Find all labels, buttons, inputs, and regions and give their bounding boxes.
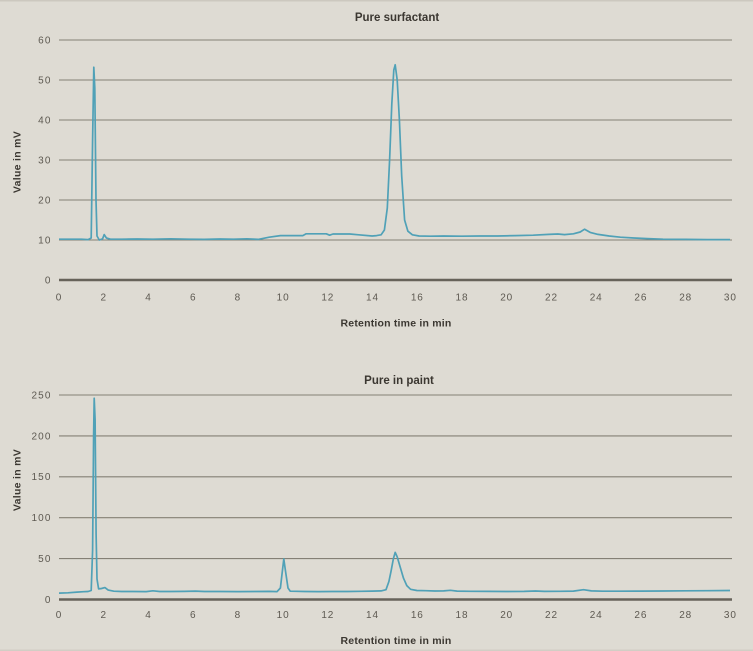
svg-text:30: 30	[724, 293, 737, 304]
svg-text:0: 0	[45, 595, 52, 606]
svg-text:6: 6	[190, 293, 196, 304]
svg-text:2: 2	[100, 293, 106, 304]
svg-text:10: 10	[38, 236, 51, 247]
svg-text:100: 100	[32, 513, 52, 524]
svg-text:10: 10	[277, 293, 290, 304]
svg-text:60: 60	[38, 36, 51, 47]
svg-text:0: 0	[56, 610, 62, 621]
svg-text:10: 10	[277, 610, 290, 621]
svg-text:Value in mV: Value in mV	[12, 131, 24, 193]
svg-text:22: 22	[545, 293, 558, 304]
svg-text:30: 30	[724, 610, 737, 621]
svg-text:12: 12	[321, 610, 334, 621]
svg-text:28: 28	[679, 293, 692, 304]
svg-text:18: 18	[456, 293, 469, 304]
svg-text:Retention time in min: Retention time in min	[341, 635, 452, 647]
svg-text:40: 40	[38, 116, 51, 127]
svg-text:50: 50	[38, 76, 51, 87]
svg-text:30: 30	[38, 156, 51, 167]
svg-text:24: 24	[590, 293, 603, 304]
svg-text:18: 18	[456, 610, 469, 621]
svg-text:24: 24	[590, 610, 603, 621]
svg-text:200: 200	[32, 431, 52, 442]
svg-text:12: 12	[321, 293, 334, 304]
svg-text:6: 6	[190, 610, 196, 621]
svg-text:14: 14	[366, 293, 379, 304]
svg-text:0: 0	[56, 293, 62, 304]
svg-text:Value in mV: Value in mV	[12, 449, 24, 511]
svg-text:Pure surfactant: Pure surfactant	[355, 12, 440, 24]
svg-text:20: 20	[500, 293, 513, 304]
svg-text:150: 150	[32, 472, 52, 483]
svg-text:0: 0	[45, 276, 52, 287]
svg-text:26: 26	[634, 293, 647, 304]
svg-text:8: 8	[235, 293, 241, 304]
svg-text:4: 4	[145, 610, 151, 621]
svg-text:20: 20	[500, 610, 513, 621]
svg-text:28: 28	[679, 610, 692, 621]
svg-text:Pure in paint: Pure in paint	[364, 375, 434, 387]
svg-text:50: 50	[38, 554, 51, 565]
svg-text:16: 16	[411, 610, 424, 621]
svg-text:14: 14	[366, 610, 379, 621]
svg-text:16: 16	[411, 293, 424, 304]
svg-text:250: 250	[32, 390, 52, 401]
svg-text:4: 4	[145, 293, 151, 304]
svg-text:8: 8	[235, 610, 241, 621]
svg-text:22: 22	[545, 610, 558, 621]
svg-text:20: 20	[38, 196, 51, 207]
svg-text:2: 2	[100, 610, 106, 621]
svg-text:26: 26	[634, 610, 647, 621]
svg-text:Retention time in min: Retention time in min	[341, 318, 452, 330]
